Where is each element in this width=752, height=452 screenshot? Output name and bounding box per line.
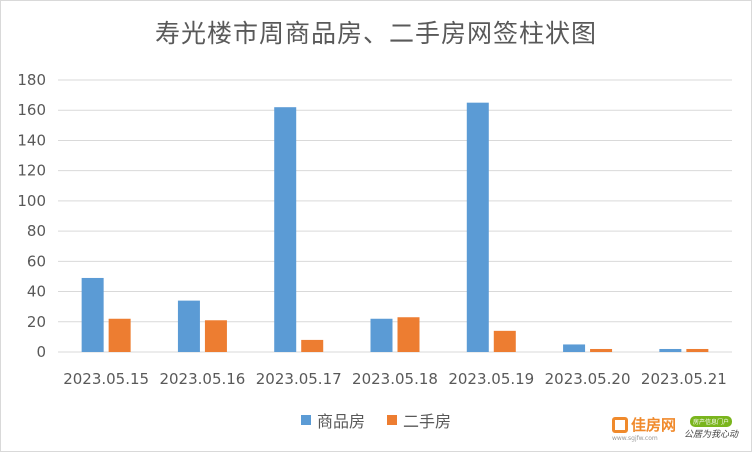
bar-series-2-2023.05.17	[301, 339, 324, 352]
y-tick-label: 60	[27, 252, 46, 270]
x-tick-label: 2023.05.18	[352, 370, 438, 388]
bar-series-2-2023.05.15	[108, 318, 131, 352]
x-tick-label: 2023.05.15	[63, 370, 149, 388]
legend-label-series-2: 二手房	[403, 412, 452, 431]
chart-legend: 商品房 二手房	[0, 408, 752, 432]
watermark-badge: 房产信息门户	[689, 416, 732, 427]
watermark-logo: 佳房网	[611, 414, 676, 435]
x-tick-label: 2023.05.16	[159, 370, 245, 388]
bar-series-2-2023.05.20	[590, 348, 613, 352]
watermark-logo-text: 佳房网	[630, 416, 676, 434]
chart-title: 寿光楼市周商品房、二手房网签柱状图	[154, 19, 597, 48]
house-icon	[611, 416, 628, 433]
legend-item-series-1: 商品房	[300, 408, 365, 432]
y-tick-label: 0	[36, 343, 46, 361]
bar-series-2-2023.05.19	[493, 330, 516, 352]
legend-swatch-series-2	[387, 415, 397, 425]
watermark: 佳房网 www.sgjfw.com 房产信息门户 公居为我心动	[611, 414, 738, 442]
y-tick-label: 140	[17, 131, 46, 149]
legend-label-series-1: 商品房	[316, 412, 365, 431]
bar-series-2-2023.05.18	[397, 317, 420, 352]
x-tick-label: 2023.05.19	[448, 370, 534, 388]
bar-series-1-2023.05.18	[370, 318, 393, 352]
legend-item-series-2: 二手房	[387, 408, 451, 432]
bar-series-1-2023.05.20	[563, 344, 586, 352]
bar-series-2-2023.05.21	[686, 348, 709, 352]
y-tick-label: 40	[27, 283, 46, 301]
y-tick-label: 120	[17, 162, 46, 180]
x-tick-label: 2023.05.17	[256, 370, 342, 388]
y-tick-label: 20	[27, 313, 46, 331]
bar-series-2-2023.05.16	[204, 320, 227, 352]
bar-series-1-2023.05.17	[274, 107, 297, 352]
bar-series-1-2023.05.15	[81, 277, 104, 352]
y-tick-label: 80	[27, 222, 46, 240]
x-tick-label: 2023.05.20	[545, 370, 631, 388]
watermark-slogan: 公居为我心动	[683, 430, 738, 440]
bar-series-1-2023.05.19	[466, 102, 489, 353]
y-tick-label: 160	[17, 101, 46, 119]
watermark-url: www.sgjfw.com	[611, 435, 658, 442]
y-tick-label: 100	[17, 192, 46, 210]
legend-swatch-series-1	[300, 415, 311, 425]
x-tick-label: 2023.05.21	[641, 370, 727, 388]
bar-series-1-2023.05.16	[177, 300, 200, 352]
bar-series-1-2023.05.21	[659, 348, 682, 352]
y-tick-label: 180	[17, 71, 46, 89]
